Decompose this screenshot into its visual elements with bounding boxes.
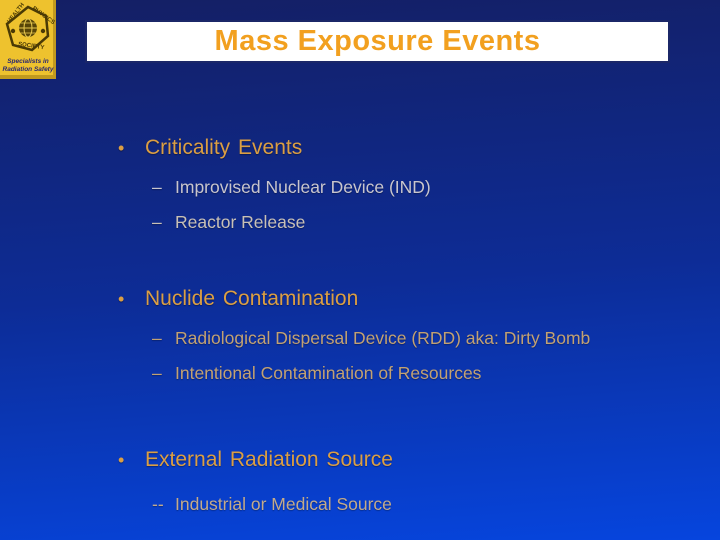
hps-emblem-icon: HEALTH PHYSICS SOCIETY xyxy=(5,2,56,52)
bullet-dot-icon: • xyxy=(118,450,125,470)
dash-icon: – xyxy=(152,328,162,348)
bullet-dot-icon: • xyxy=(118,138,125,158)
bullet-item: • External Radiation Source xyxy=(110,448,690,472)
bullet-item: • Criticality Events xyxy=(110,136,690,160)
logo-tagline-line1: Specialists in xyxy=(7,58,49,65)
sub-bullet-item: – Radiological Dispersal Device (RDD) aka… xyxy=(110,328,690,349)
bullet-group: • External Radiation Source -- Industrial o… xyxy=(110,448,690,515)
title-banner: Mass Exposure Events xyxy=(85,20,670,63)
sub-bullet-item: -- Industrial or Medical Source xyxy=(110,494,690,515)
health-physics-society-logo: HEALTH PHYSICS SOCIETY Specialists in Ra… xyxy=(0,0,56,79)
sub-bullet-item: – Improvised Nuclear Device (IND) xyxy=(110,177,690,198)
slide-title: Mass Exposure Events xyxy=(214,25,541,57)
bullet-group: • Nuclide Contamination – Radiological Disp… xyxy=(110,287,690,384)
logo-word-society: SOCIETY xyxy=(18,42,45,52)
bullet-label: External Radiation Source xyxy=(145,448,393,471)
logo-tagline: Specialists in Radiation Safety xyxy=(0,58,56,74)
logo-tagline-line2: Radiation Safety xyxy=(2,66,54,73)
sub-bullet-item: – Intentional Contamination of Resources xyxy=(110,363,690,384)
dash-icon: – xyxy=(152,177,162,197)
sub-bullet-label: Intentional Contamination of Resources xyxy=(175,363,482,383)
bullet-group: • Criticality Events – Improvised Nuclear D… xyxy=(110,136,690,233)
sub-bullet-label: Industrial or Medical Source xyxy=(175,494,392,514)
sub-bullet-label: Improvised Nuclear Device (IND) xyxy=(175,177,431,197)
bullet-label: Nuclide Contamination xyxy=(145,287,359,310)
dash-icon: – xyxy=(152,363,162,383)
dash-icon: – xyxy=(152,212,162,232)
sub-bullet-label: Reactor Release xyxy=(175,212,306,232)
sub-bullet-item: – Reactor Release xyxy=(110,212,690,233)
sub-bullet-label: Radiological Dispersal Device (RDD) aka:… xyxy=(175,328,591,348)
dash-icon: -- xyxy=(152,494,164,514)
bullet-list: • Criticality Events – Improvised Nuclear D… xyxy=(110,136,690,515)
bullet-dot-icon: • xyxy=(118,289,125,309)
bullet-item: • Nuclide Contamination xyxy=(110,287,690,311)
bullet-label: Criticality Events xyxy=(145,136,303,159)
